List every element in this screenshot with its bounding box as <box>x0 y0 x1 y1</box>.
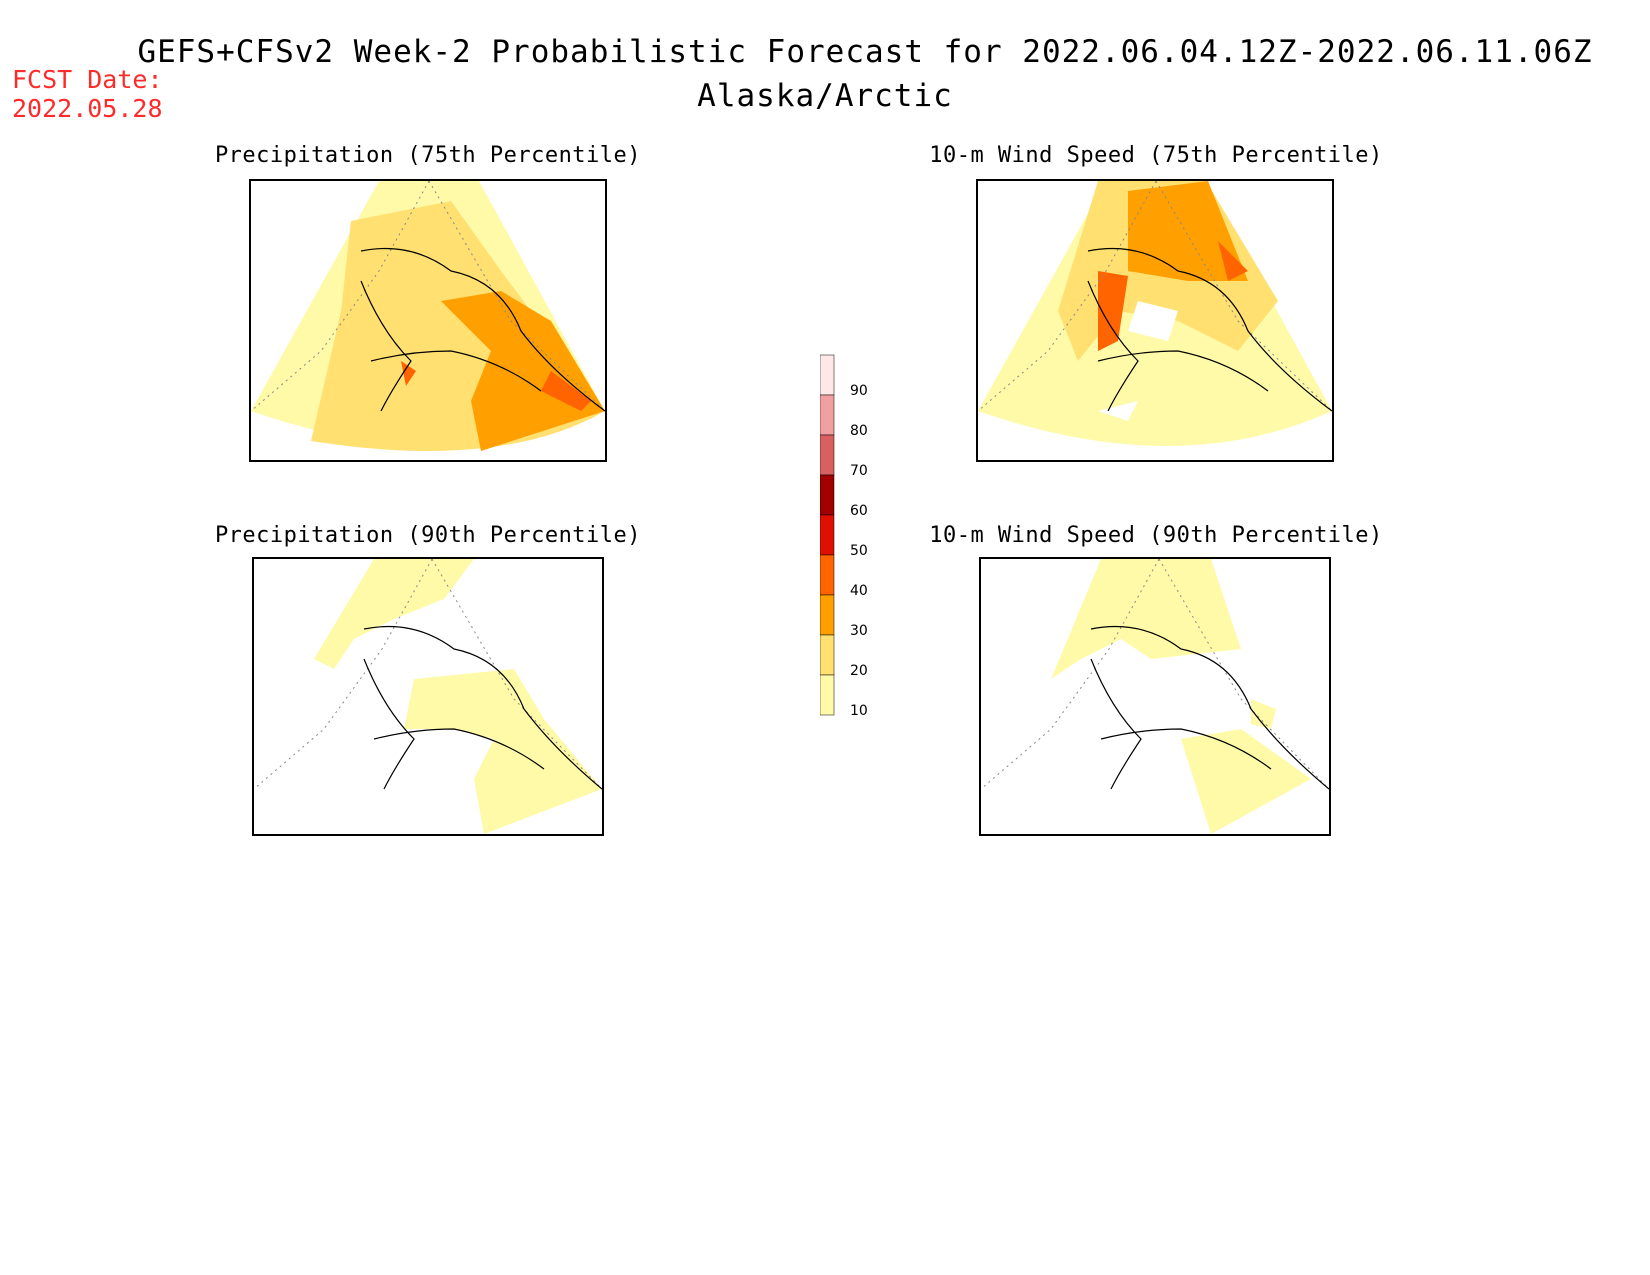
legend-swatch <box>820 634 835 676</box>
panel-title-precip-75: Precipitation (75th Percentile) <box>214 143 642 168</box>
legend-label: 30 <box>850 623 868 639</box>
fcst-date-value: 2022.05.28 <box>12 94 163 123</box>
legend-label: 70 <box>850 463 868 479</box>
region-subtitle: Alaska/Arctic <box>697 78 953 114</box>
legend-label: 50 <box>850 543 868 559</box>
fcst-date-label: FCST Date: <box>12 65 163 94</box>
legend-label: 40 <box>850 583 868 599</box>
map-wind-90 <box>979 557 1331 836</box>
legend-swatch <box>820 434 835 476</box>
color-legend: 90 80 70 60 50 40 30 20 10 <box>820 335 910 735</box>
legend-swatch <box>820 394 835 436</box>
panel-title-precip-90: Precipitation (90th Percentile) <box>214 523 642 548</box>
page-title: GEFS+CFSv2 Week-2 Probabilistic Forecast… <box>137 34 1593 70</box>
legend-label: 60 <box>850 503 868 519</box>
legend-label: 90 <box>850 383 868 399</box>
legend-swatch <box>820 514 835 556</box>
legend-swatch <box>820 354 835 396</box>
legend-colorbar <box>820 354 835 716</box>
legend-swatch <box>820 474 835 516</box>
panel-title-wind-75: 10-m Wind Speed (75th Percentile) <box>929 143 1383 168</box>
legend-label: 80 <box>850 423 868 439</box>
map-precip-75 <box>249 179 607 462</box>
panel-title-wind-90: 10-m Wind Speed (90th Percentile) <box>929 523 1383 548</box>
legend-swatch <box>820 674 835 716</box>
legend-swatch <box>820 594 835 636</box>
legend-label: 20 <box>850 663 868 679</box>
map-wind-75 <box>976 179 1334 462</box>
legend-label: 10 <box>850 703 868 719</box>
map-precip-90 <box>252 557 604 836</box>
legend-swatch <box>820 554 835 596</box>
